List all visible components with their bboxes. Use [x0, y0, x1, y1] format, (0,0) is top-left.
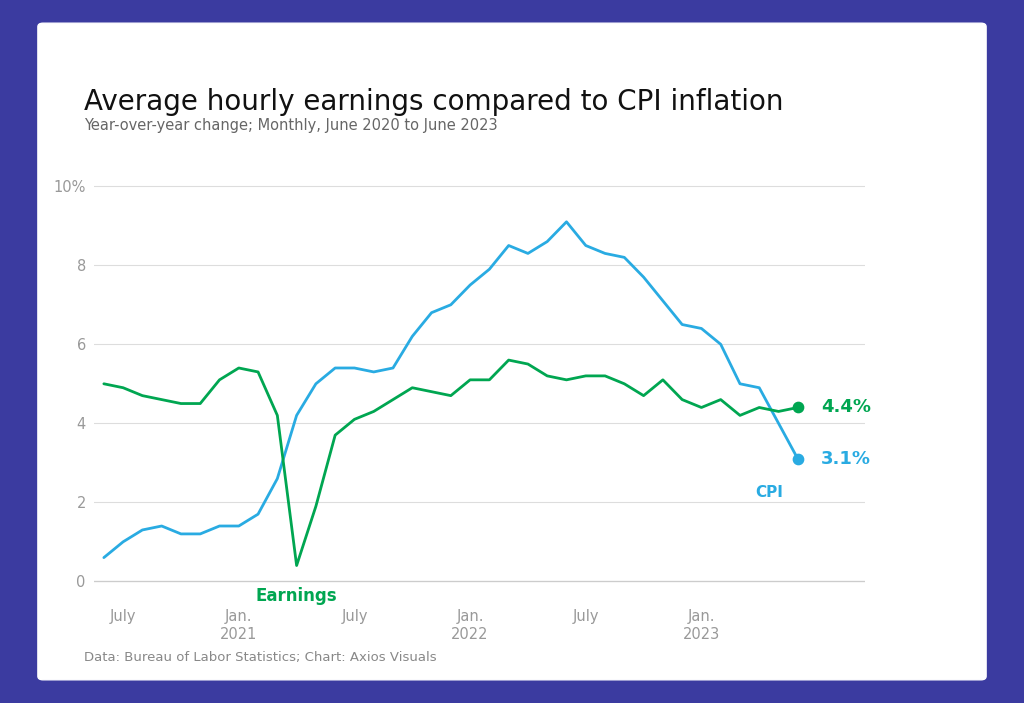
Text: Average hourly earnings compared to CPI inflation: Average hourly earnings compared to CPI … — [84, 88, 783, 116]
Point — [790, 453, 806, 465]
Text: Data: Bureau of Labor Statistics; Chart: Axios Visuals: Data: Bureau of Labor Statistics; Chart:… — [84, 652, 436, 664]
Text: Year-over-year change; Monthly, June 2020 to June 2023: Year-over-year change; Monthly, June 202… — [84, 118, 498, 133]
Text: 4.4%: 4.4% — [821, 399, 871, 416]
Text: CPI: CPI — [755, 484, 782, 500]
Text: 3.1%: 3.1% — [821, 450, 871, 468]
Text: Earnings: Earnings — [256, 587, 338, 605]
Point — [790, 402, 806, 413]
